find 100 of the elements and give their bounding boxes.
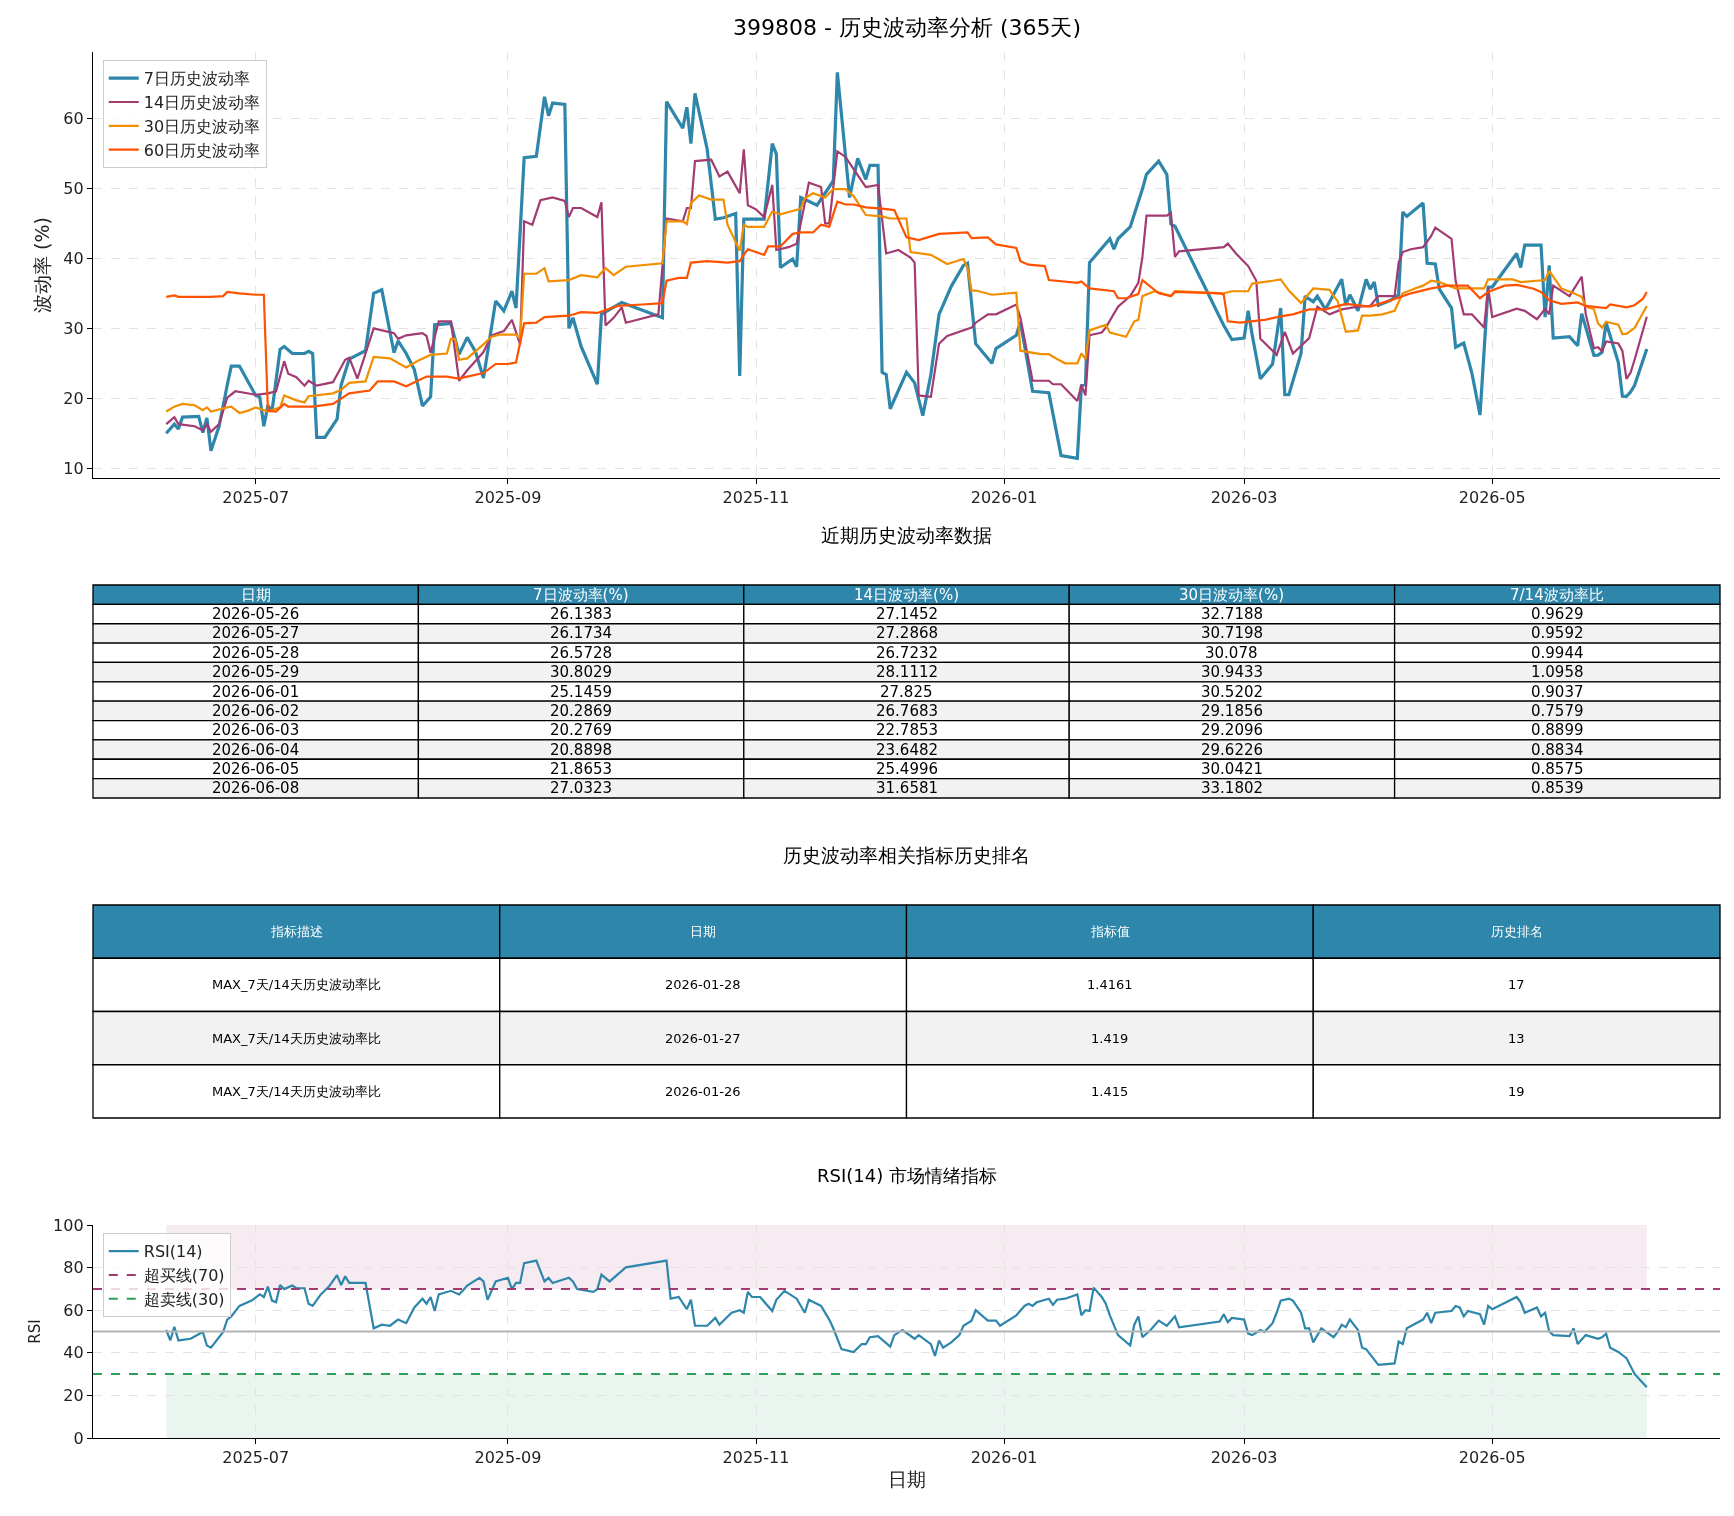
text: 0.8575 xyxy=(1531,760,1584,778)
text: 17 xyxy=(1508,977,1525,992)
x-tick-label: 2025-09 xyxy=(474,488,542,508)
text: 2026-01-26 xyxy=(665,1084,741,1099)
text: 0.9629 xyxy=(1531,605,1584,623)
text: 30.8029 xyxy=(550,663,613,681)
y-tick-label: 50 xyxy=(63,179,84,198)
y-tick-label: 60 xyxy=(63,1300,84,1320)
legend-label: 14日历史波动率 xyxy=(143,93,261,113)
text: 31.6581 xyxy=(876,779,939,797)
category-label: 7/14波动率比 xyxy=(1510,586,1604,604)
chart-title: RSI(14) 市场情绪指标 xyxy=(817,1165,997,1186)
text: 0.9944 xyxy=(1531,644,1584,662)
category-label: 日期 xyxy=(241,586,271,604)
text: 29.1856 xyxy=(1201,702,1264,720)
text: 近期历史波动率数据 xyxy=(821,524,992,546)
x-tick-label: 2025-11 xyxy=(722,1448,790,1468)
text: 26.5728 xyxy=(550,644,613,662)
text: 2026-01-28 xyxy=(665,977,741,992)
text: 30.7198 xyxy=(1201,624,1264,642)
x-tick-label: 2026-01 xyxy=(970,488,1038,508)
category-label: 指标描述 xyxy=(270,924,323,939)
y-tick-label: 40 xyxy=(63,248,84,268)
text: 1.4161 xyxy=(1087,977,1133,992)
x-tick-label: 2026-05 xyxy=(1458,1448,1526,1468)
text: 2026-05-26 xyxy=(212,605,300,623)
text: MAX_7天/14天历史波动率比 xyxy=(212,977,381,992)
legend-label: 30日历史波动率 xyxy=(143,117,261,137)
category-label: 日期 xyxy=(690,924,716,939)
text: 29.2096 xyxy=(1201,721,1264,739)
y-tick-label: 0 xyxy=(73,1428,84,1448)
legend-label: 7日历史波动率 xyxy=(143,69,250,89)
text: 20.2869 xyxy=(550,702,613,720)
x-tick-label: 2025-09 xyxy=(474,1448,542,1468)
category-label: 历史排名 xyxy=(1491,924,1543,939)
text: 2026-06-05 xyxy=(212,760,300,778)
y-tick-label: 30 xyxy=(63,318,84,338)
text: 0.9592 xyxy=(1531,624,1584,642)
text: 23.6482 xyxy=(876,741,939,759)
text: 1.0958 xyxy=(1531,663,1584,681)
text: 25.1459 xyxy=(550,683,613,701)
text: 25.4996 xyxy=(876,760,939,778)
text: 30.9433 xyxy=(1201,663,1264,681)
category-label: 指标值 xyxy=(1090,924,1130,939)
category-label: 14日波动率(%) xyxy=(854,586,960,604)
text: 2026-05-27 xyxy=(212,624,300,642)
text: 2026-05-28 xyxy=(212,644,300,662)
text: MAX_7天/14天历史波动率比 xyxy=(212,1031,381,1046)
y-tick-label: 20 xyxy=(63,388,84,408)
text: 2026-06-08 xyxy=(212,779,300,797)
y-tick-label: 100 xyxy=(53,1215,84,1235)
text: 2026-06-02 xyxy=(212,702,300,720)
legend-label: RSI(14) xyxy=(143,1242,203,1262)
x-tick-label: 2025-07 xyxy=(222,1448,290,1468)
text: 26.1734 xyxy=(550,624,613,642)
text: 2026-01-27 xyxy=(665,1031,741,1046)
text: 19 xyxy=(1508,1084,1525,1099)
y-axis-title: 波动率 (%) xyxy=(31,217,54,313)
y-tick-label: 10 xyxy=(63,458,84,478)
text: 27.0323 xyxy=(550,779,613,797)
x-tick-label: 2025-07 xyxy=(222,488,290,508)
text: 33.1802 xyxy=(1201,779,1264,797)
text: 27.1452 xyxy=(876,605,939,623)
text: 30.0421 xyxy=(1201,760,1264,778)
x-tick-label: 2026-01 xyxy=(970,1448,1038,1468)
x-axis-title: 日期 xyxy=(887,1468,926,1491)
y-tick-label: 40 xyxy=(63,1343,84,1363)
chart-title: 399808 - 历史波动率分析 (365天) xyxy=(733,15,1082,40)
text: 2026-06-03 xyxy=(212,721,300,739)
text: 0.9037 xyxy=(1531,683,1584,701)
text: 0.8539 xyxy=(1531,779,1584,797)
text: MAX_7天/14天历史波动率比 xyxy=(212,1084,381,1099)
text: 历史波动率相关指标历史排名 xyxy=(783,844,1030,866)
text: 2026-05-29 xyxy=(212,663,300,681)
category-label: 7日波动率(%) xyxy=(533,586,629,604)
text: 32.7188 xyxy=(1201,605,1264,623)
x-tick-label: 2026-03 xyxy=(1210,1448,1278,1468)
text: 30.078 xyxy=(1205,644,1258,662)
text: 0.8899 xyxy=(1531,721,1584,739)
category-label: 30日波动率(%) xyxy=(1179,586,1285,604)
text: 20.2769 xyxy=(550,721,613,739)
y-tick-label: 20 xyxy=(63,1386,84,1405)
text: 22.7853 xyxy=(876,721,939,739)
ref-line-label: 超买线(70) xyxy=(143,1266,225,1286)
text: 2026-06-01 xyxy=(212,683,300,701)
text: 20.8898 xyxy=(550,741,613,759)
text: 0.7579 xyxy=(1531,702,1584,720)
text: 13 xyxy=(1508,1031,1525,1046)
text: 30.5202 xyxy=(1201,683,1264,701)
legend-label: 超卖线(30) xyxy=(143,1290,225,1310)
text: 28.1112 xyxy=(876,663,939,681)
text: 27.825 xyxy=(880,683,933,701)
x-tick-label: 2026-05 xyxy=(1458,488,1526,508)
text: 21.8653 xyxy=(550,760,613,778)
y-tick-label: 80 xyxy=(63,1258,84,1278)
y-axis-title: RSI xyxy=(26,1319,45,1344)
text: 1.415 xyxy=(1091,1084,1129,1099)
x-tick-label: 2026-03 xyxy=(1210,488,1278,508)
text: 2026-06-04 xyxy=(212,741,300,759)
text: 0.8834 xyxy=(1531,741,1584,759)
